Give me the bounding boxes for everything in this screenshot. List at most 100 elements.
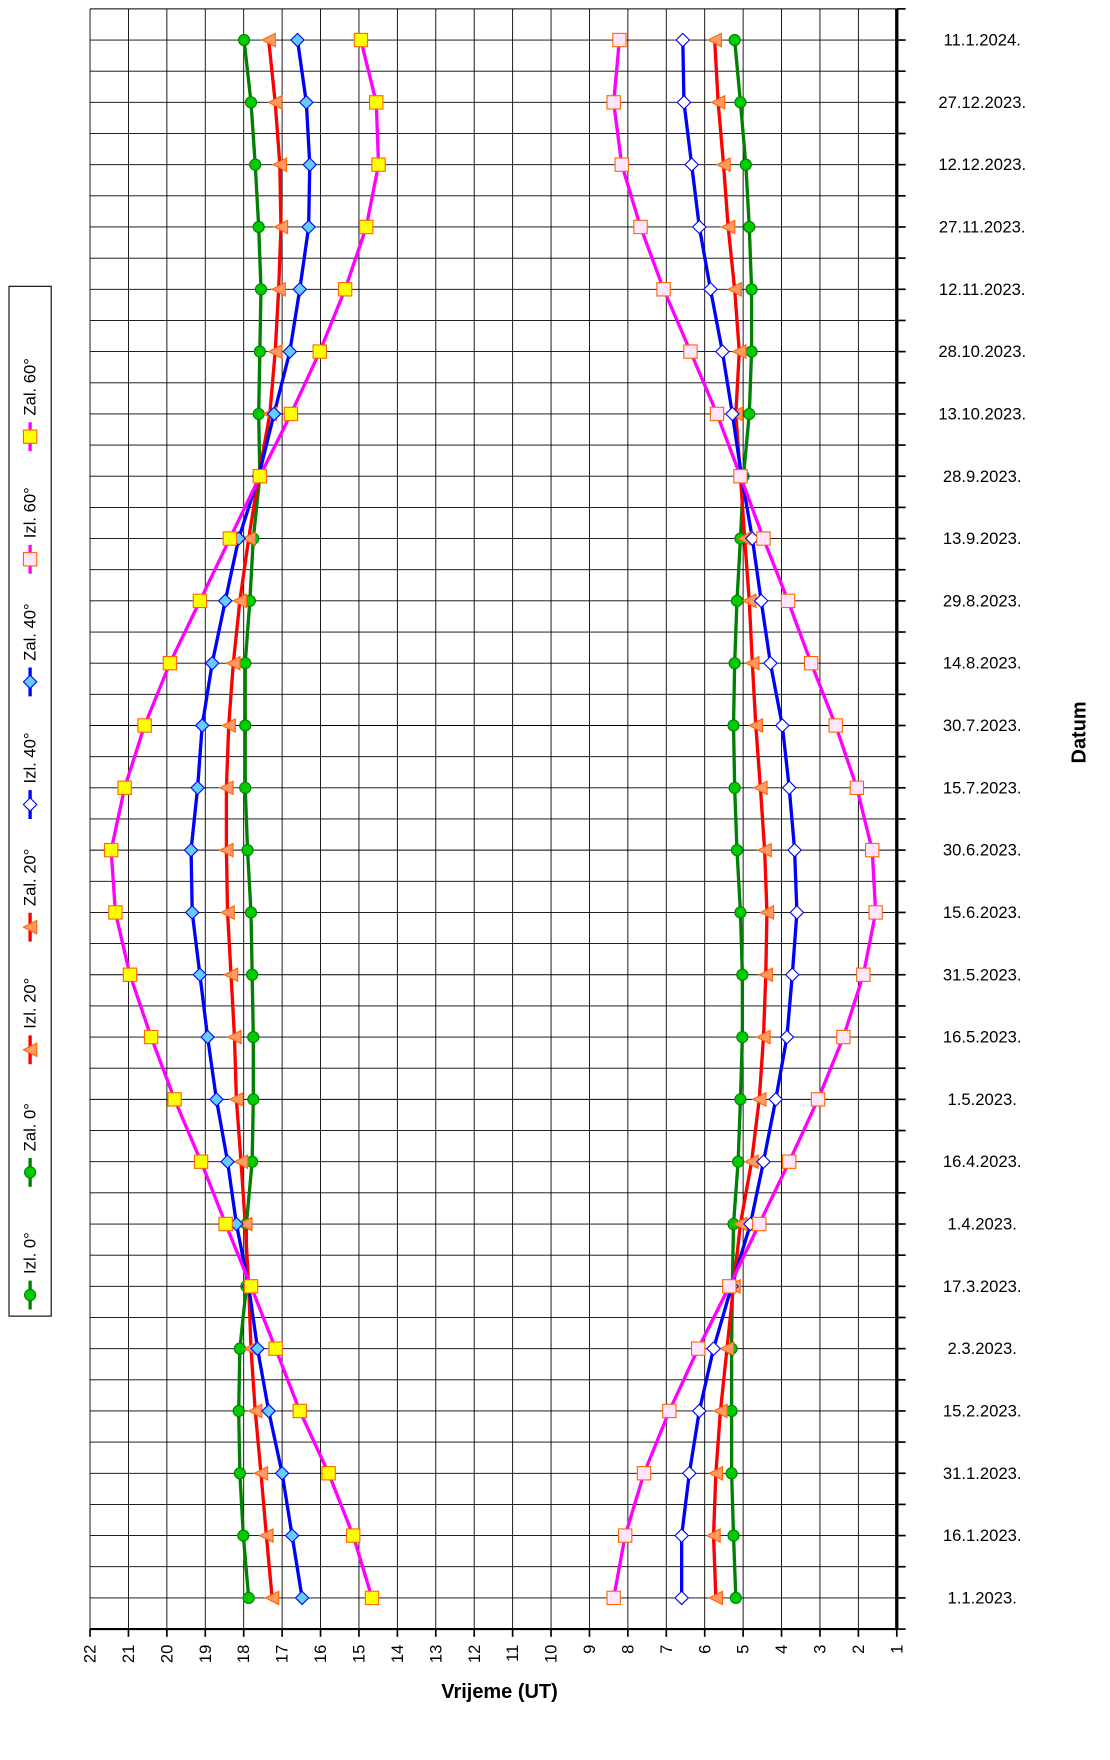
y-tick-label: 28.9.2023. [943,467,1022,486]
data-point [739,158,752,171]
x-tick-label: 8 [618,1645,637,1654]
data-point [312,344,327,359]
data-point [734,906,747,919]
data-point [856,967,871,982]
data-point [249,158,262,171]
series-line [611,39,878,1599]
y-tick-label: 1.5.2023. [948,1090,1017,1109]
data-point [706,1341,721,1357]
y-tick-label: 31.1.2023. [943,1464,1022,1483]
data-point [267,94,283,110]
data-point [222,531,238,546]
data-point [337,282,353,297]
y-tick-label: 17.3.2023. [943,1277,1022,1296]
data-point [247,1030,260,1044]
y-tick-label: 30.7.2023. [943,716,1022,735]
data-point [292,281,308,297]
data-point [849,780,865,796]
data-point [190,780,206,796]
y-tick-label: 31.5.2023. [943,965,1022,984]
data-point [252,220,265,234]
data-point [267,344,283,360]
y-tick-label: 16.5.2023. [943,1028,1022,1047]
x-tick-label: 18 [234,1645,253,1664]
data-point [734,96,747,109]
data-point [744,655,760,671]
y-tick-label: 28.10.2023. [938,342,1026,361]
data-point [284,1528,300,1544]
data-point [217,593,233,609]
data-point [122,967,138,982]
y-tick-label: 1.4.2023. [948,1215,1017,1234]
y-tick-label: 15.7.2023. [943,778,1022,797]
data-point [779,1029,795,1045]
data-point [194,718,210,733]
y-tick-label: 13.9.2023. [943,529,1022,548]
legend-label: Izl. 0° [21,1232,40,1274]
legend-marker [24,1288,37,1302]
data-point [752,780,768,796]
data-point [789,904,805,920]
x-tick-label: 13 [426,1645,445,1664]
data-point [705,1528,721,1544]
data-point [730,844,744,857]
data-point [274,1465,290,1481]
data-point [727,1529,740,1542]
y-tick-label: 2.3.2023. [948,1339,1017,1358]
x-tick-label: 14 [388,1645,407,1664]
data-point [240,530,256,547]
data-point [239,657,252,670]
y-tick-label: 16.1.2023. [943,1526,1022,1545]
legend-marker [22,1042,38,1058]
x-tick-label: 3 [811,1645,830,1654]
data-point [353,32,369,48]
data-point [662,1403,677,1419]
data-point [270,281,286,297]
y-tick-label: 16.4.2023. [943,1152,1022,1171]
data-point [162,655,178,671]
x-tick-label: 12 [465,1645,484,1664]
x-tick-label: 10 [542,1645,561,1664]
data-point [231,593,248,609]
data-point [117,780,132,796]
data-point [745,283,758,296]
data-point [727,719,740,732]
data-point [271,157,288,173]
data-point [204,655,220,671]
data-point [143,1029,159,1045]
data-point [712,1403,728,1419]
data-point [200,1029,216,1045]
data-point [747,717,764,734]
data-point [241,844,254,857]
data-point [753,593,769,609]
legend-label: Zal. 60° [21,358,40,415]
data-point [220,717,236,734]
data-point [233,1154,249,1170]
data-point [606,95,621,110]
data-point [225,655,241,671]
series-line [679,40,799,1598]
data-point [768,1091,784,1107]
data-point [674,1590,690,1606]
data-point [364,1590,380,1606]
data-point [219,904,235,920]
data-point [292,1403,308,1419]
data-point [752,1216,767,1232]
data-point [108,905,123,920]
y-axis-title: Datum [1068,701,1090,763]
data-point [239,781,252,794]
data-point [298,94,314,110]
data-point [787,842,803,858]
data-point [728,33,741,47]
data-point [759,904,775,920]
x-tick-label: 17 [273,1645,292,1664]
data-point [828,718,843,733]
data-point [734,1093,747,1106]
x-tick-label: 6 [695,1645,714,1654]
data-point [226,1029,242,1045]
data-point [681,1465,697,1481]
legend-label: Izl. 60° [21,487,40,538]
data-point [246,1155,259,1168]
